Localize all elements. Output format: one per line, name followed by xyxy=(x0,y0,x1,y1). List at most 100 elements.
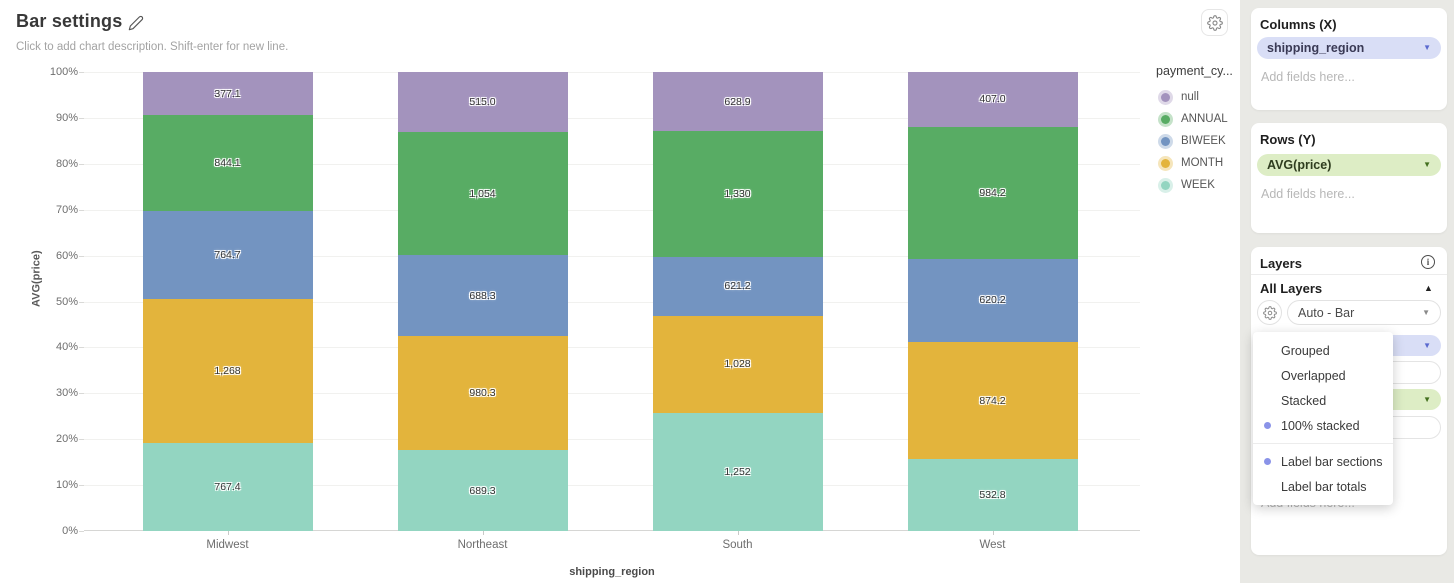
layer-type-select[interactable]: Auto - Bar ▼ xyxy=(1287,300,1441,325)
bar-segment-week[interactable]: 689.3 xyxy=(397,450,568,531)
y-tick-label: 70% xyxy=(55,203,78,216)
x-category-label: South xyxy=(722,539,753,551)
menu-item-label: Overlapped xyxy=(1281,368,1346,383)
menu-item-overlapped[interactable]: Overlapped xyxy=(1253,363,1393,388)
bar-segment-month[interactable]: 1,268 xyxy=(142,298,313,444)
bar-segment-biweek[interactable]: 764.7 xyxy=(142,211,313,299)
y-tick-mark xyxy=(79,531,84,532)
gridline xyxy=(84,347,1140,349)
bar-segment-biweek[interactable]: 688.3 xyxy=(397,255,568,336)
bar-segment-value: 532.8 xyxy=(979,489,1006,502)
bar-segment-week[interactable]: 532.8 xyxy=(907,459,1078,531)
legend-dot xyxy=(1161,158,1170,168)
legend-label: null xyxy=(1181,91,1199,103)
menu-item-stacked[interactable]: Stacked xyxy=(1253,388,1393,413)
chart-settings-button[interactable] xyxy=(1201,9,1228,36)
gridline xyxy=(84,439,1140,441)
gridline xyxy=(84,117,1140,119)
x-axis-line xyxy=(84,530,1140,531)
legend-dot xyxy=(1161,114,1170,124)
bar-segment-null[interactable]: 515.0 xyxy=(397,72,568,133)
bar-segment-annual[interactable]: 844.1 xyxy=(142,115,313,212)
columns-x-header: Columns (X) xyxy=(1260,17,1337,32)
bar-segment-value: 407.0 xyxy=(979,93,1006,106)
gridline xyxy=(84,209,1140,211)
selected-dot-icon xyxy=(1264,458,1271,465)
y-tick-label: 80% xyxy=(55,157,78,170)
layers-header: Layers xyxy=(1260,256,1302,271)
bar-segment-value: 1,330 xyxy=(724,188,751,201)
bar-segment-annual[interactable]: 984.2 xyxy=(907,126,1078,259)
bar-segment-value: 620.2 xyxy=(979,294,1006,307)
columns-add-fields[interactable]: Add fields here... xyxy=(1261,70,1355,84)
legend-item-week[interactable]: WEEK xyxy=(1156,174,1238,196)
rows-y-card: Rows (Y) AVG(price) ▼ Add fields here... xyxy=(1251,123,1447,233)
gridline xyxy=(84,393,1140,395)
gridline xyxy=(84,255,1140,257)
bar-segment-week[interactable]: 1,252 xyxy=(652,412,823,531)
divider xyxy=(1251,274,1447,275)
bar-segment-value: 764.7 xyxy=(214,249,241,262)
gridline xyxy=(84,485,1140,487)
legend-item-month[interactable]: MONTH xyxy=(1156,152,1238,174)
bar-segment-month[interactable]: 874.2 xyxy=(907,342,1078,460)
bar-segment-value: 767.4 xyxy=(214,481,241,494)
chart-title[interactable]: Bar settings xyxy=(16,11,123,31)
legend-item-annual[interactable]: ANNUAL xyxy=(1156,108,1238,130)
legend-label: MONTH xyxy=(1181,157,1224,169)
y-tick-mark xyxy=(79,301,84,303)
columns-x-card: Columns (X) shipping_region ▼ Add fields… xyxy=(1251,8,1447,110)
bar-segment-biweek[interactable]: 620.2 xyxy=(907,258,1078,343)
menu-item-grouped[interactable]: Grouped xyxy=(1253,338,1393,363)
bar-segment-month[interactable]: 1,028 xyxy=(652,315,823,413)
bar-style-dropdown-menu: Grouped Overlapped Stacked 100% stacked Labe… xyxy=(1253,332,1393,505)
chart-card: Bar settings Click to add chart descript… xyxy=(0,0,1240,583)
bar-segment-value: 874.2 xyxy=(979,394,1006,407)
bar-segment-null[interactable]: 407.0 xyxy=(907,72,1078,127)
y-tick-label: 0% xyxy=(62,525,78,537)
bar-segment-value: 1,268 xyxy=(214,365,241,378)
rows-field-label: AVG(price) xyxy=(1267,158,1332,172)
rows-field-pill[interactable]: AVG(price) ▼ xyxy=(1257,154,1441,176)
bar-segment-value: 688.3 xyxy=(469,289,496,302)
y-tick-label: 30% xyxy=(55,387,78,400)
menu-item-label-bar-totals[interactable]: Label bar totals xyxy=(1253,474,1393,499)
rows-add-fields[interactable]: Add fields here... xyxy=(1261,187,1355,201)
bar-segment-value: 621.2 xyxy=(724,280,751,293)
y-tick-label: 100% xyxy=(49,66,78,78)
menu-item-label-bar-sections[interactable]: Label bar sections xyxy=(1253,449,1393,474)
y-tick-mark xyxy=(79,72,84,73)
bar-segment-value: 628.9 xyxy=(724,95,751,108)
layer-type-value: Auto - Bar xyxy=(1298,305,1355,320)
rows-y-header: Rows (Y) xyxy=(1260,132,1316,147)
edit-pencil-icon[interactable] xyxy=(128,15,144,31)
chevron-down-icon: ▼ xyxy=(1423,43,1431,52)
legend-item-biweek[interactable]: BIWEEK xyxy=(1156,130,1238,152)
y-tick-mark xyxy=(79,439,84,441)
bar-segment-annual[interactable]: 1,054 xyxy=(397,132,568,256)
chevron-up-icon[interactable]: ▲ xyxy=(1424,283,1433,293)
chart-description-placeholder[interactable]: Click to add chart description. Shift-en… xyxy=(16,41,289,53)
bar-segment-week[interactable]: 767.4 xyxy=(142,443,313,531)
bar-segment-biweek[interactable]: 621.2 xyxy=(652,257,823,316)
legend-dot xyxy=(1161,180,1170,190)
layer-settings-button[interactable] xyxy=(1257,300,1282,325)
bar-segment-annual[interactable]: 1,330 xyxy=(652,131,823,258)
x-tick-mark xyxy=(737,531,739,535)
legend-dot xyxy=(1161,136,1170,146)
info-icon[interactable]: i xyxy=(1421,255,1435,269)
bar-segment-null[interactable]: 377.1 xyxy=(142,72,313,116)
bar-segment-value: 689.3 xyxy=(469,484,496,497)
columns-field-pill[interactable]: shipping_region ▼ xyxy=(1257,37,1441,59)
y-tick-mark xyxy=(79,209,84,211)
legend-label: WEEK xyxy=(1181,179,1215,191)
bar-segment-value: 844.1 xyxy=(214,157,241,170)
bar-segment-month[interactable]: 980.3 xyxy=(397,335,568,451)
y-tick-mark xyxy=(79,255,84,257)
x-tick-mark xyxy=(482,531,484,535)
bar-segment-value: 377.1 xyxy=(214,87,241,100)
bar-segment-null[interactable]: 628.9 xyxy=(652,72,823,132)
legend-item-null[interactable]: null xyxy=(1156,86,1238,108)
menu-item-100-stacked[interactable]: 100% stacked xyxy=(1253,413,1393,438)
legend-dot xyxy=(1161,92,1170,102)
